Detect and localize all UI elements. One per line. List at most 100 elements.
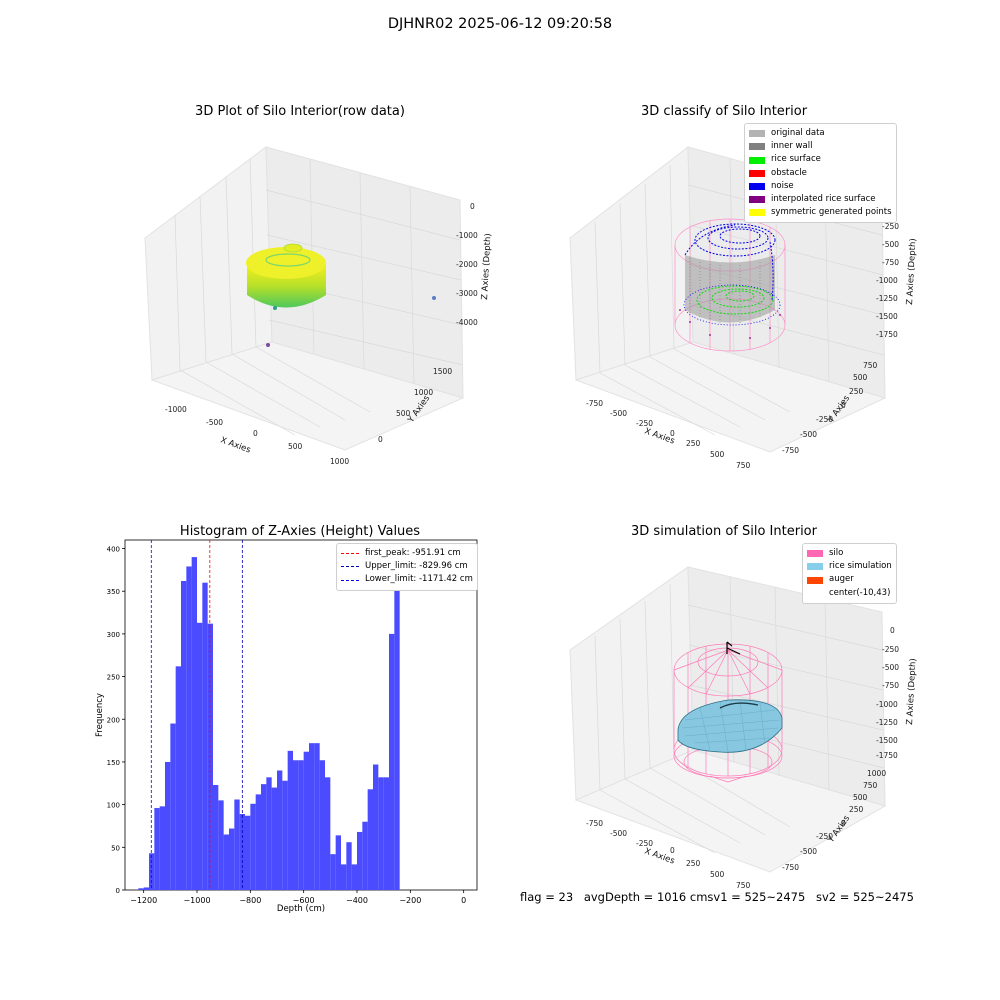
tick-label: 250 <box>686 439 701 448</box>
tick-label: -250 <box>816 415 833 424</box>
simulation-rice-surface <box>677 699 783 753</box>
legend-label: obstacle <box>771 167 807 178</box>
histogram-bar <box>159 806 165 890</box>
classify-interpolated <box>679 309 781 339</box>
legend-item: silo <box>807 547 892 560</box>
legend-label: symmetric generated points <box>771 207 892 218</box>
tick-label: -1000 <box>876 700 898 709</box>
tick-label: 500 <box>396 409 411 418</box>
tick-label: -750 <box>586 399 603 408</box>
y-tick-label: 400 <box>107 546 120 554</box>
raw-x-ticks: -1000 -500 0 500 1000 <box>165 405 349 466</box>
legend-label: rice surface <box>771 154 821 165</box>
tick-label: -250 <box>636 839 653 848</box>
tick-label: 250 <box>686 859 701 868</box>
avg-depth-text: avgDepth = 1016 cm <box>583 890 708 904</box>
histogram-bar <box>383 777 389 890</box>
histogram-bar <box>335 835 341 890</box>
tick-label: -4000 <box>456 318 478 327</box>
tick-label: -500 <box>882 663 899 672</box>
tick-label: 0 <box>841 819 846 828</box>
legend-swatch <box>749 130 765 138</box>
histogram-bar <box>154 808 160 890</box>
x-tick-label: −1200 <box>130 896 157 905</box>
histogram-chart: −1200 −1000 −800 −600 −400 −200 0 0 50 100 150 200… <box>95 539 478 914</box>
tick-label: -1000 <box>165 405 187 414</box>
legend-label: original data <box>771 128 825 138</box>
histogram-bar <box>175 666 181 890</box>
legend-line <box>341 566 359 568</box>
y-tick-label: 350 <box>107 588 120 596</box>
tick-label: -750 <box>586 819 603 828</box>
legend-label: Lower_limit: -1171.42 cm <box>365 574 473 585</box>
tick-label: -500 <box>610 829 627 838</box>
y-tick-label: 0 <box>116 887 120 895</box>
histogram-bar <box>389 633 395 890</box>
legend-label: silo <box>829 548 844 558</box>
histogram-bar <box>213 785 219 890</box>
tick-label: 0 <box>670 846 675 855</box>
histogram-bar <box>309 743 315 890</box>
tick-label: -1250 <box>876 718 898 727</box>
histogram-bar <box>223 834 229 890</box>
x-tick-label: 0 <box>461 896 466 905</box>
legend-swatch <box>807 576 823 584</box>
tick-label: -250 <box>636 419 653 428</box>
histogram-bar <box>165 761 171 890</box>
tick-label: -750 <box>782 863 799 872</box>
flag-text: flag = 23 <box>520 890 574 904</box>
raw-x-label: X Axies <box>219 435 252 455</box>
x-tick-label: −800 <box>239 896 261 905</box>
tick-label: -500 <box>800 430 817 439</box>
legend-swatch <box>749 196 765 204</box>
histogram-bar <box>378 777 384 890</box>
sv2-text: sv2 = 525~2475 <box>815 890 914 904</box>
tick-label: -250 <box>816 832 833 841</box>
simulation-rice-mesh <box>681 700 781 753</box>
raw-z-ticks: 0 -1000 -2000 -3000 -4000 <box>456 202 478 327</box>
histogram-bar <box>218 800 224 890</box>
y-tick-label: 150 <box>107 759 120 767</box>
raw-contour <box>265 253 311 267</box>
histogram-bar <box>261 784 267 890</box>
tick-label: 1000 <box>330 457 349 466</box>
simulation-y-ticks: -750 -500 -250 0 250 500 750 1000 <box>782 769 886 872</box>
y-tick-label: 50 <box>111 844 120 852</box>
tick-label: 1000 <box>414 388 433 397</box>
tick-label: 0 <box>470 202 475 211</box>
histogram-bar <box>325 777 331 890</box>
legend-item: Upper_limit: -829.96 cm <box>341 560 473 573</box>
tick-label: 1500 <box>433 367 452 376</box>
histogram-bar <box>303 751 309 890</box>
sv1-text: sv1 = 525~2475 <box>707 890 806 904</box>
histogram-bar <box>271 787 277 890</box>
raw-outlier <box>432 296 436 300</box>
histogram-bar <box>293 760 299 890</box>
raw-grid <box>174 158 464 436</box>
tick-label: 500 <box>710 870 725 879</box>
raw-z-label: Z Axies (Depth) <box>480 233 493 300</box>
tick-label: -750 <box>882 681 899 690</box>
histogram-bar <box>138 888 144 890</box>
tick-label: 750 <box>863 781 878 790</box>
histogram-bar <box>197 622 203 890</box>
classify-3d-plot: -750 -500 -250 0 250 500 750 -750 -500 -… <box>569 146 918 470</box>
histogram-bar <box>367 789 373 890</box>
legend-swatch <box>749 182 765 190</box>
histogram-bar <box>255 794 261 890</box>
simulation-grid <box>594 576 885 854</box>
tick-label: 500 <box>853 373 868 382</box>
histogram-bar <box>346 842 352 890</box>
tick-label: 250 <box>849 805 864 814</box>
classify-pane-left <box>569 146 694 381</box>
tick-label: 750 <box>736 881 751 890</box>
histogram-bar <box>341 864 347 890</box>
simulation-x-ticks: -750 -500 -250 0 250 500 750 <box>586 819 751 890</box>
tick-label: 0 <box>841 401 846 410</box>
tick-label: 500 <box>288 442 303 451</box>
tick-label: 0 <box>670 429 675 438</box>
histogram-bar <box>362 821 368 890</box>
histogram-bar <box>394 570 400 890</box>
histogram-bar <box>298 760 304 890</box>
legend-label: center(-10,43) <box>829 587 891 598</box>
